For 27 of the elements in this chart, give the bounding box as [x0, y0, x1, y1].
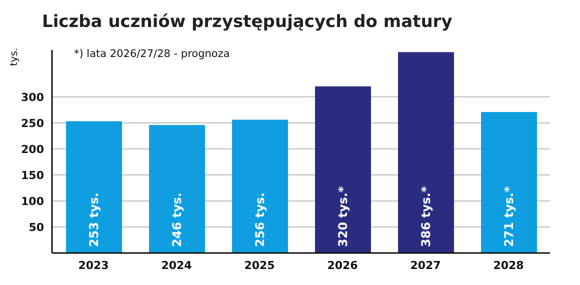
- bar: [398, 52, 454, 253]
- x-tick-label: 2024: [161, 258, 192, 272]
- annotation: *) lata 2026/27/28 - prognoza: [74, 48, 230, 60]
- x-tick-label: 2028: [493, 258, 524, 272]
- y-tick-label: 50: [28, 220, 44, 234]
- bar: [481, 112, 537, 253]
- bar: [149, 124, 205, 253]
- y-tick-label: 300: [21, 90, 44, 104]
- y-tick-label: 250: [21, 116, 44, 130]
- x-tick-label: 2026: [327, 258, 358, 272]
- bar: [315, 86, 371, 253]
- y-tick-label: 200: [21, 142, 44, 156]
- data-label: 256 tys.: [253, 192, 267, 247]
- data-label: 253 tys.: [87, 192, 101, 247]
- bar: [232, 120, 288, 253]
- y-axis-title: tys.: [9, 48, 20, 66]
- y-tick-label: 100: [21, 194, 44, 208]
- chart-title: Liczba uczniów przystępujących do matury: [42, 12, 452, 32]
- data-label: 271 tys.*: [502, 186, 516, 247]
- data-label: 246 tys.: [170, 192, 184, 247]
- data-label: 386 tys.*: [419, 186, 433, 247]
- y-tick-label: 150: [21, 168, 44, 182]
- x-tick-label: 2027: [410, 258, 441, 272]
- x-tick-label: 2023: [78, 258, 109, 272]
- data-label: 320 tys.*: [336, 186, 350, 247]
- bar: [66, 121, 122, 253]
- x-tick-label: 2025: [244, 258, 275, 272]
